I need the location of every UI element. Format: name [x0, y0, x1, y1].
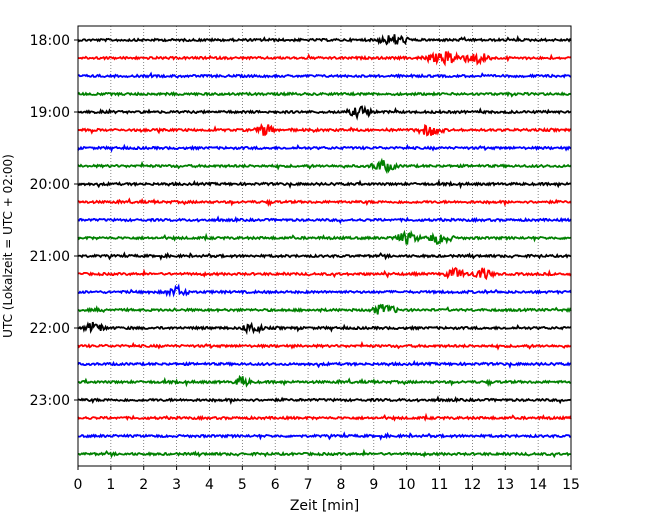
x-tick-label-1: 1 [106, 477, 115, 493]
trace-1930 [77, 143, 572, 153]
x-tick-label-13: 13 [496, 477, 514, 493]
trace-1815 [77, 50, 572, 67]
x-tick-label-12: 12 [463, 477, 481, 493]
x-tick-label-4: 4 [205, 477, 214, 493]
trace-2100 [77, 251, 572, 261]
y-tick-label-2100: 21:00 [30, 249, 70, 265]
trace-2215 [77, 340, 572, 351]
trace-2315 [77, 412, 572, 422]
x-tick-label-15: 15 [562, 477, 580, 493]
x-tick-label-11: 11 [431, 477, 449, 493]
x-tick-label-10: 10 [398, 477, 416, 493]
trace-1830 [77, 71, 572, 80]
x-axis: 0 1 2 3 4 5 6 7 8 9 10 11 12 13 14 15 [74, 466, 580, 493]
x-tick-label-8: 8 [336, 477, 345, 493]
trace-group [77, 33, 572, 459]
y-tick-label-2000: 20:00 [30, 177, 70, 193]
x-tick-label-3: 3 [172, 477, 181, 493]
y-tick-label-1800: 18:00 [30, 33, 70, 49]
trace-2030 [77, 215, 572, 225]
trace-1800 [77, 33, 572, 46]
y-axis-label: UTC (Lokalzeit = UTC + 02:00) [1, 154, 15, 338]
x-tick-label-6: 6 [271, 477, 280, 493]
trace-2230 [77, 359, 572, 370]
x-tick-label-14: 14 [529, 477, 547, 493]
trace-2300 [77, 395, 572, 405]
trace-1900 [77, 104, 572, 121]
trace-2130 [77, 283, 572, 298]
trace-1945 [77, 157, 572, 175]
trace-2015 [77, 197, 572, 208]
y-tick-label-2300: 23:00 [30, 393, 70, 409]
x-tick-label-0: 0 [74, 477, 83, 493]
x-axis-label: Zeit [min] [290, 498, 359, 514]
trace-2145 [77, 303, 572, 315]
trace-2200 [77, 321, 572, 336]
trace-2115 [77, 266, 572, 281]
trace-2245 [77, 374, 572, 388]
trace-1845 [77, 90, 572, 98]
x-tick-label-2: 2 [139, 477, 148, 493]
x-tick-label-5: 5 [238, 477, 247, 493]
trace-2000 [77, 178, 572, 190]
trace-1915 [77, 122, 572, 137]
grid-lines [110, 26, 539, 466]
trace-2345 [77, 448, 572, 459]
trace-2045 [77, 229, 572, 245]
trace-2330 [77, 431, 572, 441]
x-tick-label-9: 9 [369, 477, 378, 493]
plot-frame [77, 25, 572, 467]
y-axis: 18:00 19:00 20:00 21:00 22:00 23:00 [30, 33, 78, 409]
y-tick-label-1900: 19:00 [30, 105, 70, 121]
y-tick-label-2200: 22:00 [30, 321, 70, 337]
x-tick-label-7: 7 [304, 477, 313, 493]
